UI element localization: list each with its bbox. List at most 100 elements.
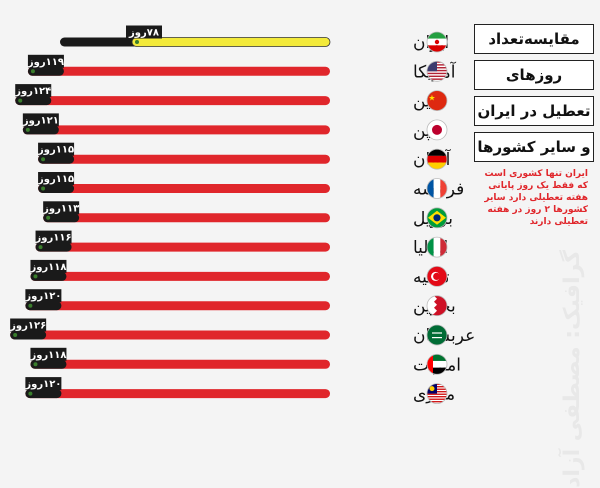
bar-end-cap — [25, 301, 62, 311]
value-label: ۱۱۵روز — [37, 174, 74, 185]
value-label-bg — [15, 84, 52, 98]
italy-flag — [427, 237, 447, 258]
value-label: ۱۱۳روز — [42, 203, 79, 214]
bar-row: ۱۲۶روزعربستان — [9, 318, 475, 346]
bar-marker-dot — [46, 215, 51, 220]
bar-row: ۱۲۴روزچین★ — [14, 84, 448, 112]
germany-flag-ring — [426, 148, 448, 170]
bar-end-cap — [30, 271, 67, 281]
bar-row: ۷۸روزایران — [60, 25, 449, 53]
value-label-bg — [126, 25, 162, 39]
value-label-bg — [25, 289, 62, 303]
bar-row: ۱۱۶روزایتالیا — [35, 230, 448, 258]
watermark: گرافیک: مصطفی آزاد — [560, 250, 585, 488]
bar-marker-dot — [13, 333, 18, 337]
bar — [22, 125, 330, 135]
value-label-bg — [30, 347, 67, 361]
value-label: ۱۱۵روز — [37, 145, 74, 156]
bar-row: ۱۱۹روزآمریکا — [27, 54, 457, 82]
malaysia-flag — [427, 383, 447, 404]
iran-flag — [427, 32, 447, 52]
bar-row: ۱۱۸روزترکیه — [29, 259, 450, 287]
value-label-bg — [43, 201, 80, 215]
value-label-bg — [10, 318, 47, 332]
bar-row: ۱۲۰روزمالزی — [24, 377, 455, 405]
chart-title-line-4: و سایر کشورها — [474, 132, 594, 162]
bar-row: ۱۱۳روزبرزیل — [42, 201, 453, 229]
chart-note: ایران تنها کشوری است که فقط یک روز پایان… — [484, 169, 588, 227]
value-label-bg — [35, 230, 72, 244]
bar-end-cap — [35, 242, 72, 252]
svg-text:★: ★ — [428, 94, 435, 103]
bar-row: ۱۱۵روزفرانسه — [37, 172, 464, 200]
bar-marker-dot — [33, 362, 38, 367]
bar-marker-dot — [38, 245, 43, 250]
bar-end-cap — [30, 359, 67, 369]
bar — [15, 96, 330, 106]
brazil-flag — [427, 207, 447, 228]
chart-title-line-2: روزهای — [474, 60, 594, 90]
chart-title-line-1: مقایسه‌تعداد — [474, 24, 594, 54]
bar-marker-dot — [135, 40, 139, 44]
value-label: ۱۲۰روز — [24, 291, 61, 302]
bar-marker-dot — [41, 157, 46, 162]
bar-end-cap — [27, 66, 64, 76]
bar-marker-dot — [28, 303, 33, 308]
saudi-arabia-flag-ring — [426, 324, 448, 346]
value-label: ۱۲۱روز — [22, 115, 59, 126]
usa-flag-ring — [426, 60, 448, 82]
bar — [38, 184, 330, 193]
saudi-arabia-flag — [427, 325, 447, 345]
bar — [27, 66, 331, 76]
value-label: ۱۱۸روز — [29, 262, 66, 273]
bar — [35, 242, 331, 252]
france-flag — [427, 178, 447, 199]
turkey-flag — [427, 266, 447, 287]
bar — [131, 37, 331, 47]
malaysia-flag-ring — [426, 383, 448, 405]
value-label-bg — [38, 172, 75, 185]
bar-chart: ۷۸روزایران۱۱۹روزآمریکا۱۲۴روزچین★۱۲۱روزژا… — [9, 25, 475, 405]
bar-end-cap — [15, 96, 52, 106]
bar-end-cap — [38, 154, 75, 164]
bar — [10, 330, 331, 340]
bar-marker-dot — [30, 69, 35, 74]
bar — [38, 154, 330, 164]
value-label: ۱۲۶روز — [9, 321, 46, 332]
bar-row: ۱۱۸روزامارات — [29, 347, 461, 375]
value-label-bg — [27, 54, 64, 68]
value-label: ۱۲۴روز — [14, 86, 51, 97]
turkey-flag-ring — [426, 265, 448, 287]
china-flag-ring — [426, 90, 448, 111]
bahrain-flag — [427, 295, 447, 316]
germany-flag — [427, 149, 447, 170]
bar-end-cap — [22, 125, 59, 135]
bar — [30, 359, 330, 369]
value-label: ۱۱۹روز — [27, 57, 64, 68]
bar — [43, 213, 331, 223]
bar-end-cap — [10, 330, 47, 340]
japan-flag-ring — [426, 119, 448, 141]
bar-row: ۱۲۱روزژاپن — [22, 113, 448, 141]
bar-marker-dot — [33, 274, 38, 279]
bar-end-cap — [43, 213, 80, 223]
value-label-bg — [25, 377, 62, 391]
france-flag-ring — [426, 178, 448, 199]
value-label: ۱۲۰روز — [24, 379, 61, 390]
value-label: ۱۱۶روز — [35, 233, 72, 244]
value-label: ۱۱۸روز — [29, 350, 66, 361]
bar-end-cap — [25, 389, 62, 399]
bar-marker-dot — [18, 98, 23, 103]
value-label-bg — [22, 113, 59, 127]
iran-flag-ring — [426, 31, 448, 53]
brazil-flag-ring — [426, 207, 448, 229]
uae-flag — [427, 354, 447, 375]
china-flag: ★ — [427, 90, 447, 111]
bar — [25, 389, 331, 399]
bar — [30, 271, 330, 281]
chart-area: ۷۸روزایران۱۱۹روزآمریکا۱۲۴روزچین★۱۲۱روزژا… — [9, 24, 594, 488]
bar-end-cap — [38, 184, 75, 193]
bar-marker-dot — [28, 391, 33, 396]
bar-marker-dot — [41, 186, 46, 191]
uae-flag-ring — [426, 353, 448, 375]
